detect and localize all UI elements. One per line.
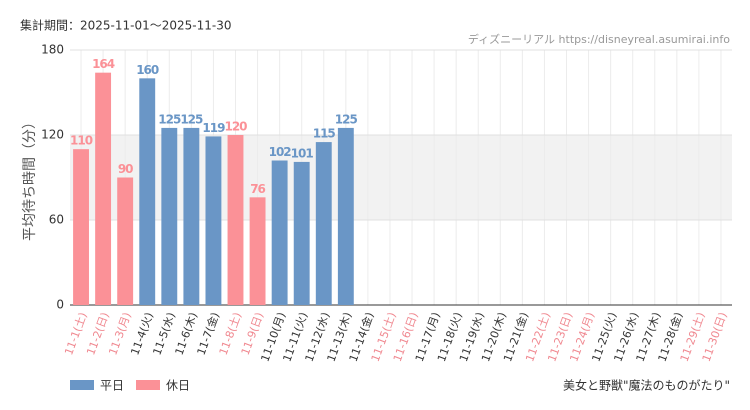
bar bbox=[139, 78, 156, 305]
bar bbox=[161, 127, 178, 306]
value-label: 115 bbox=[313, 127, 336, 141]
period: 集計期間：2025-11-01～2025-11-30 bbox=[20, 18, 231, 33]
value-label: 125 bbox=[158, 112, 181, 126]
value-label: 164 bbox=[92, 57, 115, 71]
source: ディズニーリアル https://disneyreal.asumirai.inf… bbox=[468, 32, 730, 46]
legend-label: 平日 bbox=[100, 379, 124, 393]
value-label: 110 bbox=[70, 134, 93, 148]
value-label: 119 bbox=[202, 121, 225, 135]
value-label: 125 bbox=[180, 112, 203, 126]
y-axis-label: 平均待ち時間（分） bbox=[22, 115, 38, 241]
y-tick-label: 60 bbox=[49, 213, 64, 227]
legend-swatch bbox=[70, 380, 94, 390]
value-label: 101 bbox=[291, 146, 314, 160]
value-label: 102 bbox=[269, 145, 292, 159]
bar bbox=[205, 136, 222, 305]
bar bbox=[73, 149, 89, 305]
footer: 美女と野獣"魔法のものがたり" bbox=[563, 378, 730, 393]
value-label: 120 bbox=[224, 120, 247, 134]
bar bbox=[271, 160, 288, 305]
value-label: 160 bbox=[136, 63, 159, 77]
value-label: 76 bbox=[250, 182, 265, 196]
bar bbox=[337, 127, 354, 306]
bar bbox=[249, 197, 266, 305]
bar bbox=[227, 135, 244, 305]
bar bbox=[95, 72, 112, 306]
bar bbox=[293, 161, 310, 305]
bar bbox=[315, 142, 332, 305]
bar bbox=[183, 127, 200, 306]
value-label: 90 bbox=[118, 162, 133, 176]
shaded-band bbox=[70, 135, 732, 220]
legend-swatch bbox=[136, 380, 160, 390]
y-tick-label: 0 bbox=[56, 298, 64, 312]
value-label: 125 bbox=[335, 112, 358, 126]
bar bbox=[117, 177, 134, 305]
y-tick-label: 180 bbox=[41, 43, 64, 57]
legend-label: 休日 bbox=[166, 379, 190, 393]
y-tick-label: 120 bbox=[41, 128, 64, 142]
